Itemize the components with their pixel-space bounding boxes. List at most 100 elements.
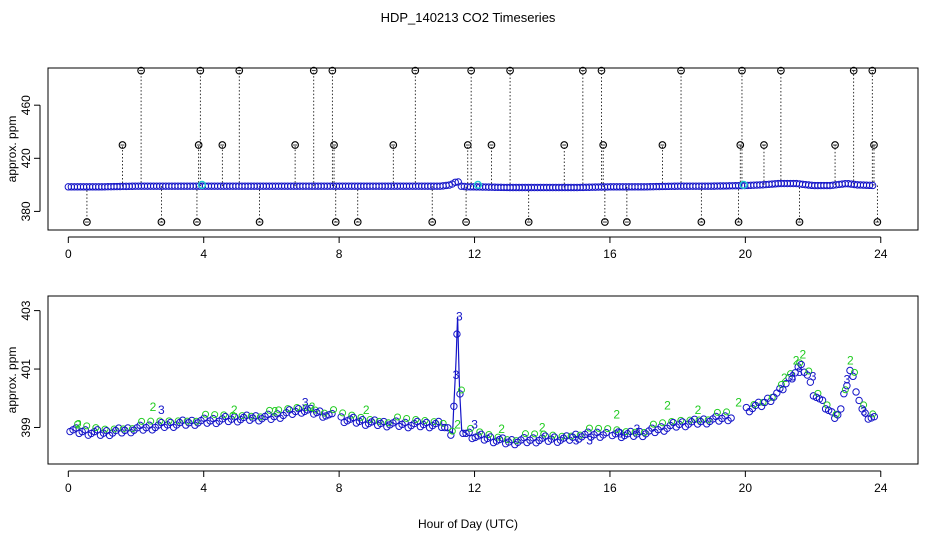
outlier-point bbox=[506, 66, 514, 75]
outlier-point bbox=[677, 66, 685, 75]
point-label-3: 3 bbox=[789, 369, 796, 383]
data-point bbox=[797, 360, 805, 369]
outlier-point bbox=[524, 218, 533, 226]
data-point-alt bbox=[640, 428, 648, 436]
data-point bbox=[791, 369, 799, 377]
data-point bbox=[614, 428, 623, 436]
data-point-alt bbox=[531, 430, 539, 438]
data-point-alt bbox=[375, 417, 383, 425]
data-point-alt bbox=[101, 425, 109, 433]
outlier-point bbox=[291, 141, 299, 149]
data-point bbox=[840, 390, 848, 398]
point-label-3: 3 bbox=[617, 426, 624, 440]
outlier-point bbox=[831, 141, 839, 149]
outlier-point bbox=[411, 66, 420, 75]
point-label-3: 3 bbox=[796, 365, 803, 379]
data-point-alt bbox=[567, 432, 575, 440]
data-point-alt bbox=[339, 409, 347, 417]
outlier-point bbox=[389, 141, 398, 149]
data-point-alt bbox=[229, 411, 237, 419]
data-point-alt bbox=[421, 417, 429, 425]
outlier-point bbox=[487, 141, 496, 149]
x-tick-label: 8 bbox=[336, 247, 343, 261]
data-point-alt bbox=[622, 428, 630, 436]
data-point-alt bbox=[521, 430, 529, 438]
data-point-alt bbox=[384, 419, 392, 427]
outlier-point bbox=[697, 218, 706, 226]
y-tick-label: 420 bbox=[19, 148, 33, 168]
outlier-point bbox=[353, 218, 362, 226]
x-tick-label: 0 bbox=[65, 247, 72, 261]
data-point-alt bbox=[805, 367, 813, 375]
data-point bbox=[81, 426, 89, 434]
point-label-2: 2 bbox=[498, 422, 505, 436]
data-point bbox=[462, 429, 470, 438]
y-tick-label: 403 bbox=[19, 300, 33, 320]
data-point-alt bbox=[138, 417, 146, 425]
x-tick-label: 20 bbox=[739, 481, 753, 495]
data-point bbox=[788, 375, 796, 383]
data-point-alt bbox=[220, 411, 228, 419]
y-axis-label-top: approx. ppm bbox=[5, 116, 19, 183]
data-point bbox=[486, 433, 495, 441]
data-point-alt bbox=[686, 416, 694, 424]
data-point-alt bbox=[412, 416, 420, 424]
data-point bbox=[837, 405, 845, 413]
outlier-point bbox=[255, 218, 264, 226]
data-point-alt bbox=[439, 419, 447, 427]
point-label-3: 3 bbox=[453, 368, 460, 382]
point-label-2: 2 bbox=[539, 420, 546, 434]
x-tick-label: 4 bbox=[200, 247, 207, 261]
point-label-3: 3 bbox=[302, 396, 309, 410]
outlier-point bbox=[331, 218, 340, 226]
outlier-point bbox=[118, 141, 127, 149]
data-point-alt bbox=[238, 412, 246, 420]
data-point-alt bbox=[430, 418, 438, 426]
data-point-alt bbox=[668, 417, 676, 425]
outlier-point bbox=[601, 218, 609, 226]
data-point bbox=[602, 428, 610, 437]
data-point-alt bbox=[174, 417, 182, 425]
data-point bbox=[306, 404, 315, 413]
data-point bbox=[450, 402, 458, 410]
x-tick-label: 24 bbox=[874, 481, 888, 495]
point-label-2: 2 bbox=[847, 353, 854, 367]
data-point-alt bbox=[110, 425, 118, 433]
data-point bbox=[852, 388, 860, 396]
data-point bbox=[818, 396, 827, 404]
outlier-point bbox=[157, 218, 166, 226]
outlier-point bbox=[330, 141, 338, 149]
outlier-point bbox=[467, 66, 476, 75]
point-label-3: 3 bbox=[844, 372, 851, 386]
data-point-alt bbox=[677, 416, 685, 424]
x-tick-label: 16 bbox=[603, 481, 617, 495]
y-ticks-bottom: 399 401 403 bbox=[19, 300, 41, 437]
y-tick-label: 401 bbox=[19, 359, 33, 379]
y-tick-label: 380 bbox=[19, 201, 33, 221]
data-point bbox=[803, 371, 812, 379]
data-point-alt bbox=[631, 428, 639, 436]
x-tick-label: 0 bbox=[65, 481, 72, 495]
point-label-2: 2 bbox=[271, 404, 278, 418]
data-point-alt bbox=[787, 370, 795, 378]
data-point-alt bbox=[467, 424, 475, 432]
point-label-2: 2 bbox=[454, 418, 461, 432]
outlier-point bbox=[868, 66, 877, 75]
point-label-2: 2 bbox=[363, 403, 370, 417]
outlier-point bbox=[462, 218, 470, 226]
data-point-alt bbox=[860, 401, 868, 409]
data-point-alt bbox=[448, 427, 456, 435]
outlier-point bbox=[777, 66, 785, 75]
outlier-point bbox=[849, 66, 858, 75]
data-point bbox=[870, 412, 879, 421]
x-axis-label: Hour of Day (UTC) bbox=[418, 517, 518, 531]
point-label-2: 2 bbox=[735, 396, 742, 410]
data-point-alt bbox=[147, 417, 155, 425]
outlier-point bbox=[870, 141, 878, 149]
point-label-2: 2 bbox=[800, 347, 807, 361]
outlier-point bbox=[194, 141, 203, 149]
x-ticks-bottom: 0 4 8 12 16 20 24 bbox=[65, 470, 888, 495]
data-point-alt bbox=[394, 413, 401, 421]
data-point bbox=[453, 330, 461, 338]
